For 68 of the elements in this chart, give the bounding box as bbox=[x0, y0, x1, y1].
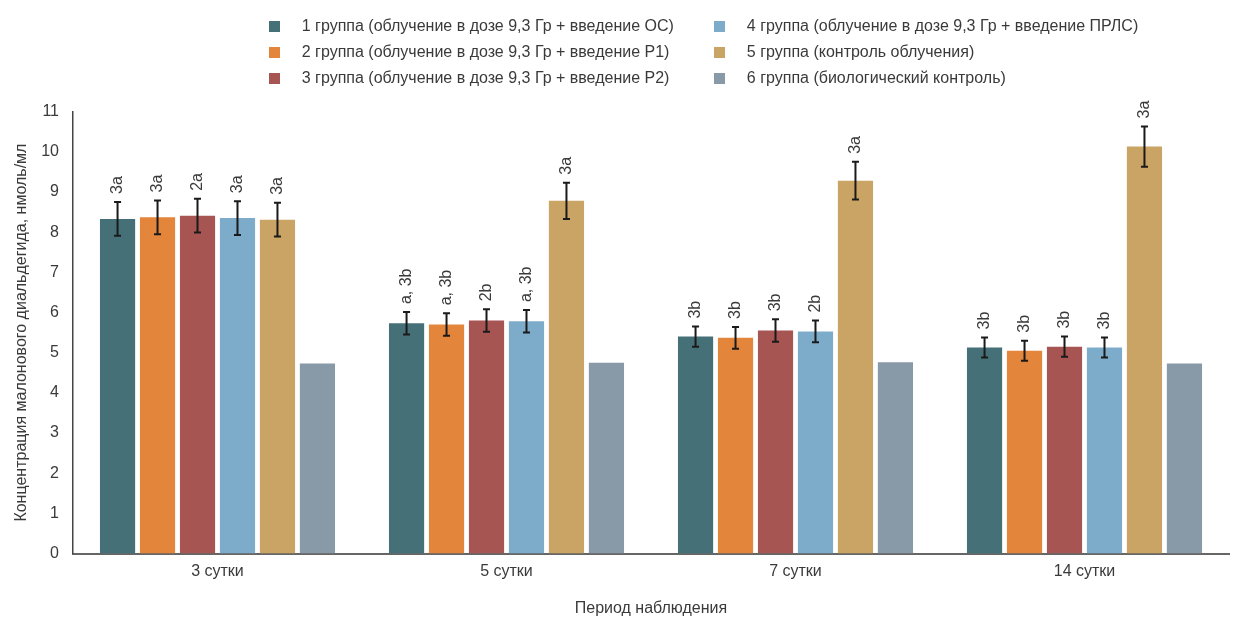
annotation: 3a bbox=[556, 156, 574, 175]
annotation: a, 3b bbox=[516, 266, 534, 303]
bar bbox=[677, 336, 714, 554]
bar bbox=[139, 217, 176, 554]
annotation: 2b bbox=[476, 283, 494, 302]
bar bbox=[1006, 350, 1043, 554]
bar bbox=[588, 362, 625, 554]
annotation: 3b bbox=[1054, 310, 1072, 329]
annotation: 3a bbox=[147, 174, 165, 193]
bar bbox=[1126, 146, 1163, 554]
annotation: 3a bbox=[845, 135, 863, 154]
y-tick-label: 3 bbox=[50, 423, 60, 441]
legend-label: 1 группа (облучение в дозе 9,3 Гр + введение ОС) bbox=[301, 17, 674, 35]
annotation: 3b bbox=[1094, 311, 1112, 330]
bar bbox=[717, 337, 754, 554]
bar bbox=[468, 320, 505, 554]
annotation: 3a bbox=[227, 175, 245, 194]
annotation: 2b bbox=[805, 294, 823, 313]
y-tick-label: 10 bbox=[41, 142, 60, 160]
bar bbox=[1046, 346, 1083, 554]
y-tick-label: 5 bbox=[50, 343, 60, 361]
bar bbox=[1086, 347, 1123, 554]
bar bbox=[508, 321, 545, 554]
annotation: a, 3b bbox=[396, 268, 414, 305]
y-tick-label: 0 bbox=[50, 544, 60, 562]
annotation: 3b bbox=[725, 301, 743, 319]
bar bbox=[299, 363, 336, 554]
y-tick-label: 7 bbox=[50, 262, 60, 280]
legend-label: 4 группа (облучение в дозе 9,3 Гр + введение ПРЛС) bbox=[746, 17, 1139, 35]
bar bbox=[428, 324, 465, 554]
bar bbox=[797, 331, 834, 554]
y-tick-label: 6 bbox=[50, 302, 60, 320]
annotation: 3a bbox=[267, 176, 285, 195]
x-tick-label: 3 сутки bbox=[191, 561, 244, 579]
bar bbox=[179, 215, 216, 554]
x-tick-label: 7 сутки bbox=[769, 561, 822, 579]
annotation: 2a bbox=[187, 172, 205, 191]
x-axis-title: Период наблюдения bbox=[574, 598, 728, 616]
y-tick-label: 1 bbox=[50, 503, 60, 521]
bar bbox=[837, 180, 874, 554]
bar bbox=[259, 219, 296, 554]
bar bbox=[548, 200, 585, 554]
y-tick-label: 8 bbox=[50, 222, 60, 240]
legend-label: 3 группа (облучение в дозе 9,3 Гр + введение Р2) bbox=[301, 69, 670, 87]
bar bbox=[966, 347, 1003, 554]
legend-label: 2 группа (облучение в дозе 9,3 Гр + введение Р1) bbox=[301, 43, 670, 61]
bar bbox=[877, 362, 914, 554]
y-axis-title: Концентрация малонового диальдегида, нмоль/мл bbox=[12, 143, 30, 522]
y-tick-label: 2 bbox=[50, 463, 60, 481]
annotation: 3b bbox=[765, 293, 783, 312]
bar bbox=[388, 323, 425, 554]
bar bbox=[99, 218, 136, 554]
bar bbox=[757, 330, 794, 554]
annotation: a, 3b bbox=[436, 269, 454, 306]
annotation: 3b bbox=[974, 311, 992, 330]
annotation: 3b bbox=[685, 300, 703, 319]
annotation: 3a bbox=[107, 176, 125, 195]
x-tick-label: 5 сутки bbox=[480, 561, 533, 579]
annotation: 3a bbox=[1134, 100, 1152, 119]
y-tick-label: 9 bbox=[50, 182, 60, 200]
bar bbox=[1166, 363, 1203, 554]
legend-label: 6 группа (биологический контроль) bbox=[746, 69, 1006, 87]
y-tick-label: 11 bbox=[42, 102, 60, 120]
annotation: 3b bbox=[1014, 314, 1032, 333]
x-tick-label: 14 сутки bbox=[1053, 561, 1116, 579]
y-tick-label: 4 bbox=[50, 383, 60, 401]
legend-label: 5 группа (контроль облучения) bbox=[746, 43, 975, 61]
bar bbox=[219, 218, 256, 554]
